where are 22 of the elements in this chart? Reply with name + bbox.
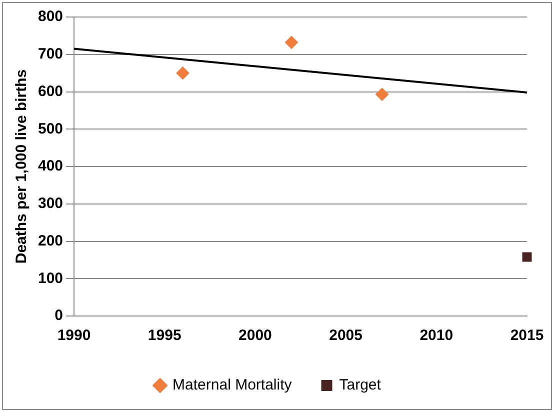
y-axis-title: Deaths per 1,000 live births [13, 69, 30, 264]
y-tick-label: 800 [38, 8, 64, 26]
y-tick-label: 700 [38, 46, 64, 63]
y-tick-label: 600 [38, 82, 64, 100]
x-tick-label: 2010 [420, 327, 454, 344]
x-tick-label: 1990 [57, 327, 91, 344]
y-tick-label: 100 [38, 270, 64, 287]
legend-label: Target [339, 376, 382, 394]
y-tick-label: 0 [54, 307, 64, 324]
y-tick-label: 500 [38, 120, 64, 138]
x-tick-label: 2005 [329, 327, 362, 344]
x-tick-label: 2000 [238, 327, 272, 344]
y-tick-label: 300 [38, 195, 64, 212]
point [376, 88, 389, 101]
y-tick-label: 200 [38, 232, 64, 250]
x-tick-label: 1995 [148, 327, 182, 344]
point [284, 36, 298, 49]
y-tick-label: 400 [38, 158, 64, 175]
x-tick-label: 2015 [510, 327, 544, 344]
point [176, 66, 190, 80]
point [522, 252, 532, 262]
legend-label: Maternal Mortality [172, 376, 292, 394]
